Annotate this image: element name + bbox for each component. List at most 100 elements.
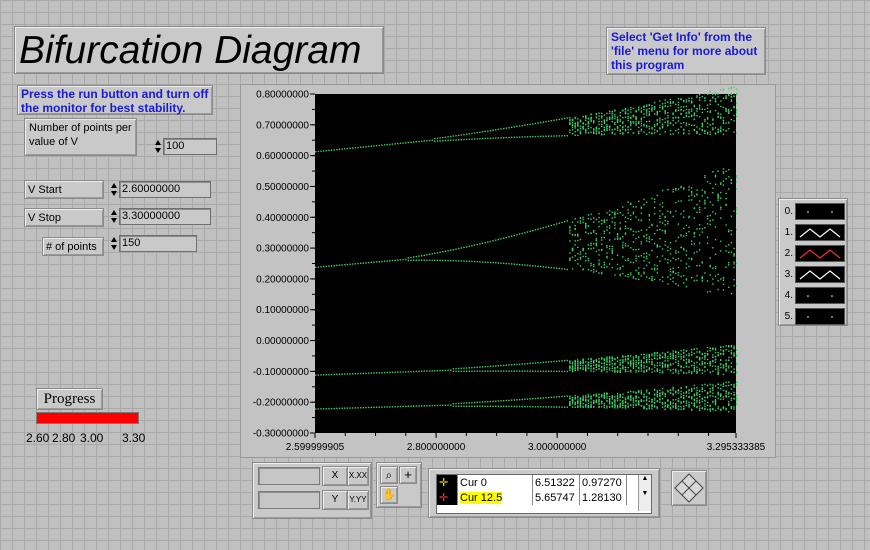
data-point bbox=[600, 358, 603, 360]
increment-decrement-icon[interactable] bbox=[111, 235, 118, 252]
v-stop-field[interactable]: 3.30000000 bbox=[119, 208, 211, 225]
data-point bbox=[688, 130, 690, 132]
legend-item[interactable]: 0. bbox=[781, 201, 845, 222]
legend-plot-style-icon[interactable] bbox=[795, 224, 845, 241]
increment-decrement-icon[interactable] bbox=[111, 208, 118, 225]
data-point bbox=[730, 86, 733, 88]
num-points-field[interactable]: 150 bbox=[119, 235, 197, 252]
data-point bbox=[717, 383, 719, 386]
data-point bbox=[717, 393, 719, 396]
cursor-scrollbar[interactable]: ▲ ▼ bbox=[638, 475, 651, 511]
legend-item[interactable]: 5. bbox=[781, 306, 845, 327]
legend-plot-style-icon[interactable] bbox=[795, 308, 845, 325]
v-stop-control[interactable]: 3.30000000 bbox=[111, 208, 211, 225]
num-points-control[interactable]: 150 bbox=[111, 235, 197, 252]
data-point bbox=[714, 94, 717, 96]
data-point bbox=[611, 115, 613, 117]
data-point bbox=[367, 261, 370, 264]
zoom-icon[interactable]: ⌕ bbox=[380, 466, 398, 484]
legend-plot-style-icon[interactable] bbox=[795, 203, 845, 220]
data-point bbox=[659, 369, 661, 371]
data-point bbox=[587, 122, 590, 125]
y-scale-name-field[interactable] bbox=[258, 491, 320, 509]
data-point bbox=[683, 356, 685, 359]
data-point bbox=[690, 100, 693, 102]
data-point bbox=[635, 123, 637, 125]
data-point bbox=[651, 360, 653, 363]
increment-decrement-icon[interactable] bbox=[111, 181, 118, 198]
data-point bbox=[688, 230, 690, 233]
data-point bbox=[714, 226, 717, 228]
data-point bbox=[688, 97, 690, 100]
v-start-control[interactable]: 2.60000000 bbox=[111, 181, 211, 198]
data-point bbox=[667, 283, 669, 285]
data-point bbox=[352, 263, 354, 265]
legend-item[interactable]: 3. bbox=[781, 264, 845, 285]
data-point bbox=[423, 259, 425, 261]
scroll-down-icon[interactable]: ▼ bbox=[641, 490, 649, 497]
points-per-v-field[interactable]: 100 bbox=[163, 138, 217, 155]
data-point bbox=[606, 356, 608, 358]
points-per-v-control[interactable]: 100 bbox=[155, 138, 217, 155]
cursor-name[interactable]: Cur 12.5 bbox=[457, 490, 533, 505]
plot-area[interactable] bbox=[315, 94, 736, 433]
data-point bbox=[593, 394, 595, 396]
v-start-field[interactable]: 2.60000000 bbox=[119, 181, 211, 198]
cursor-name[interactable]: Cur 0 bbox=[457, 475, 533, 490]
data-point bbox=[534, 265, 537, 267]
data-point bbox=[733, 92, 735, 95]
data-point bbox=[423, 370, 425, 372]
data-point bbox=[471, 366, 473, 369]
scroll-up-icon[interactable]: ▲ bbox=[641, 475, 649, 482]
data-point bbox=[365, 146, 367, 148]
cursor-style-icon[interactable]: ✛ bbox=[437, 475, 458, 490]
data-point bbox=[616, 238, 619, 240]
data-point bbox=[648, 392, 651, 394]
data-point bbox=[593, 405, 595, 408]
bifurcation-chart[interactable]: 0.800000000.700000000.600000000.50000000… bbox=[240, 84, 774, 456]
data-point bbox=[632, 358, 635, 360]
legend-plot-style-icon[interactable] bbox=[795, 266, 845, 283]
data-point bbox=[696, 405, 698, 408]
cursor-row[interactable]: ✛ Cur 0 6.51322 0.97270 bbox=[437, 475, 627, 490]
x-tick-label: 3.000000000 bbox=[528, 442, 587, 453]
cursor-move-button[interactable] bbox=[671, 470, 707, 506]
data-point bbox=[587, 405, 590, 407]
x-scale-name-field[interactable] bbox=[258, 467, 320, 485]
y-format-button[interactable]: Y.YY bbox=[347, 490, 369, 510]
data-point bbox=[690, 124, 693, 127]
y-scale-lock-button[interactable]: Y bbox=[322, 490, 348, 510]
plot-legend[interactable]: 0. 1. 2. 3. 4. 5. bbox=[778, 198, 848, 326]
data-point bbox=[627, 227, 629, 230]
data-point bbox=[693, 405, 696, 407]
data-point bbox=[635, 260, 637, 262]
data-point bbox=[701, 407, 703, 410]
crosshair-icon[interactable]: + bbox=[399, 466, 417, 484]
data-point bbox=[577, 239, 579, 242]
data-point bbox=[638, 391, 640, 393]
data-point bbox=[489, 400, 492, 403]
data-point bbox=[608, 127, 611, 129]
data-point bbox=[521, 405, 523, 408]
x-format-button[interactable]: X.XX bbox=[347, 466, 369, 486]
data-point bbox=[632, 234, 635, 236]
increment-decrement-icon[interactable] bbox=[155, 138, 162, 155]
data-point bbox=[412, 370, 415, 373]
x-scale-lock-button[interactable]: X bbox=[322, 466, 348, 486]
data-point bbox=[712, 400, 714, 403]
legend-plot-style-icon[interactable] bbox=[795, 287, 845, 304]
legend-item[interactable]: 4. bbox=[781, 285, 845, 306]
data-point bbox=[725, 122, 727, 124]
cursor-row[interactable]: ✛ Cur 12.5 5.65747 1.28130 bbox=[437, 490, 627, 505]
legend-item[interactable]: 1. bbox=[781, 222, 845, 243]
data-point bbox=[680, 108, 682, 111]
data-point bbox=[330, 407, 333, 410]
data-point bbox=[389, 371, 391, 374]
legend-plot-style-icon[interactable] bbox=[795, 245, 845, 262]
legend-item[interactable]: 2. bbox=[781, 243, 845, 264]
pan-hand-icon[interactable]: ✋ bbox=[380, 486, 398, 504]
cursor-style-icon[interactable]: ✛ bbox=[437, 490, 458, 505]
cursor-table[interactable]: ✛ Cur 0 6.51322 0.97270 ✛ Cur 12.5 5.657… bbox=[436, 474, 652, 514]
data-point bbox=[624, 112, 627, 115]
data-point bbox=[590, 117, 592, 119]
